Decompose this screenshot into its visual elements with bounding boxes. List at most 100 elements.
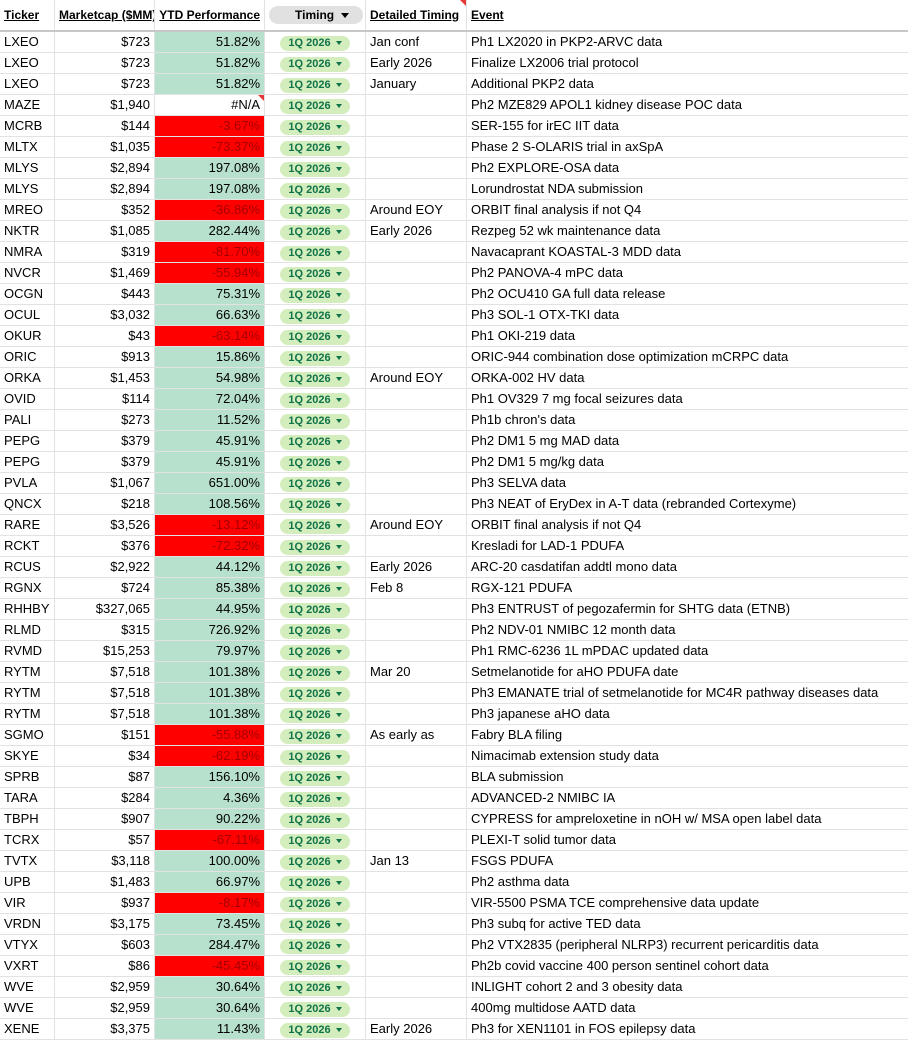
ticker: NMRA bbox=[0, 242, 55, 262]
event: Nimacimab extension study data bbox=[471, 748, 659, 763]
timing-chip[interactable]: 1Q 2026 bbox=[280, 435, 350, 450]
timing-chip[interactable]: 1Q 2026 bbox=[280, 750, 350, 765]
marketcap: $327,065 bbox=[55, 599, 155, 619]
timing-chip[interactable]: 1Q 2026 bbox=[280, 519, 350, 534]
timing-cell: 1Q 2026 bbox=[265, 242, 366, 262]
data-row: XENE $3,375 11.43% 1Q 2026 Early 2026 Ph3 for… bbox=[0, 1019, 908, 1040]
timing-chip[interactable]: 1Q 2026 bbox=[280, 288, 350, 303]
event: Ph3 EMANATE trial of setmelanotide for M… bbox=[471, 685, 879, 700]
timing-chip[interactable]: 1Q 2026 bbox=[280, 855, 350, 870]
timing-chip[interactable]: 1Q 2026 bbox=[280, 393, 350, 408]
event: Lorundrostat NDA submission bbox=[471, 181, 643, 196]
timing-chip[interactable]: 1Q 2026 bbox=[280, 330, 350, 345]
marketcap: $603 bbox=[55, 935, 155, 955]
timing-chip[interactable]: 1Q 2026 bbox=[280, 1002, 350, 1017]
timing-chip[interactable]: 1Q 2026 bbox=[280, 183, 350, 198]
ytd-performance: 45.91% bbox=[155, 431, 265, 451]
timing-chip[interactable]: 1Q 2026 bbox=[280, 456, 350, 471]
timing-chip[interactable]: 1Q 2026 bbox=[280, 267, 350, 282]
detailed-timing: Around EOY bbox=[366, 200, 467, 220]
data-row: WVE $2,959 30.64% 1Q 2026 INLIGHT cohort 2 a… bbox=[0, 977, 908, 998]
marketcap: $7,518 bbox=[55, 683, 155, 703]
timing-chip[interactable]: 1Q 2026 bbox=[280, 561, 350, 576]
ytd-performance: 85.38% bbox=[155, 578, 265, 598]
event: Ph2 EXPLORE-OSA data bbox=[471, 160, 620, 175]
timing-chip[interactable]: 1Q 2026 bbox=[280, 939, 350, 954]
timing-chip[interactable]: 1Q 2026 bbox=[280, 708, 350, 723]
timing-chip[interactable]: 1Q 2026 bbox=[280, 666, 350, 681]
data-row: NVCR $1,469 -55.94% 1Q 2026 Ph2 PANOVA-4 mPC… bbox=[0, 263, 908, 284]
timing-chip[interactable]: 1Q 2026 bbox=[280, 687, 350, 702]
ytd-performance: -55.88% bbox=[155, 725, 265, 745]
timing-chip[interactable]: 1Q 2026 bbox=[280, 792, 350, 807]
marketcap: $284 bbox=[55, 788, 155, 808]
detailed-timing: Feb 8 bbox=[366, 578, 467, 598]
ytd-performance: 51.82% bbox=[155, 32, 265, 52]
marketcap: $2,894 bbox=[55, 179, 155, 199]
timing-chip[interactable]: 1Q 2026 bbox=[280, 624, 350, 639]
timing-chip[interactable]: 1Q 2026 bbox=[280, 645, 350, 660]
timing-chip[interactable]: 1Q 2026 bbox=[280, 36, 350, 51]
ticker: WVE bbox=[0, 977, 55, 997]
timing-chip[interactable]: 1Q 2026 bbox=[280, 582, 350, 597]
timing-chip[interactable]: 1Q 2026 bbox=[280, 897, 350, 912]
ticker: VIR bbox=[0, 893, 55, 913]
timing-chip[interactable]: 1Q 2026 bbox=[280, 771, 350, 786]
column-header[interactable]: Detailed Timing bbox=[366, 0, 467, 30]
timing-chip[interactable]: 1Q 2026 bbox=[280, 729, 350, 744]
ytd-performance: 284.47% bbox=[155, 935, 265, 955]
ticker: OCGN bbox=[0, 284, 55, 304]
data-row: QNCX $218 108.56% 1Q 2026 Ph3 NEAT of EryDex… bbox=[0, 494, 908, 515]
column-filter[interactable]: Timing bbox=[269, 6, 364, 24]
ticker: TARA bbox=[0, 788, 55, 808]
column-header[interactable]: Marketcap ($MM) bbox=[55, 0, 155, 30]
timing-chip[interactable]: 1Q 2026 bbox=[280, 414, 350, 429]
event: Ph1 OKI-219 data bbox=[471, 328, 576, 343]
timing-chip[interactable]: 1Q 2026 bbox=[280, 78, 350, 93]
marketcap: $315 bbox=[55, 620, 155, 640]
timing-cell: 1Q 2026 bbox=[265, 473, 366, 493]
timing-chip[interactable]: 1Q 2026 bbox=[280, 204, 350, 219]
column-header[interactable]: Ticker bbox=[0, 0, 55, 30]
detailed-timing: Early 2026 bbox=[366, 221, 467, 241]
timing-chip[interactable]: 1Q 2026 bbox=[280, 960, 350, 975]
data-row: MCRB $144 -3.67% 1Q 2026 SER-155 for irEC II… bbox=[0, 116, 908, 137]
ytd-performance: -13.12% bbox=[155, 515, 265, 535]
event: Finalize LX2006 trial protocol bbox=[471, 55, 639, 70]
timing-chip[interactable]: 1Q 2026 bbox=[280, 162, 350, 177]
timing-chip[interactable]: 1Q 2026 bbox=[280, 834, 350, 849]
event: PLEXI-T solid tumor data bbox=[471, 832, 616, 847]
empty-cell bbox=[366, 746, 467, 766]
timing-chip[interactable]: 1Q 2026 bbox=[280, 981, 350, 996]
timing-cell: 1Q 2026 bbox=[265, 347, 366, 367]
timing-chip[interactable]: 1Q 2026 bbox=[280, 99, 350, 114]
timing-chip[interactable]: 1Q 2026 bbox=[280, 225, 350, 240]
event: Navacaprant KOASTAL-3 MDD data bbox=[471, 244, 682, 259]
column-header[interactable]: YTD Performance bbox=[155, 0, 265, 30]
timing-chip[interactable]: 1Q 2026 bbox=[280, 351, 350, 366]
marketcap: $1,483 bbox=[55, 872, 155, 892]
timing-chip[interactable]: 1Q 2026 bbox=[280, 120, 350, 135]
timing-chip[interactable]: 1Q 2026 bbox=[280, 813, 350, 828]
timing-chip[interactable]: 1Q 2026 bbox=[280, 141, 350, 156]
timing-chip[interactable]: 1Q 2026 bbox=[280, 372, 350, 387]
timing-chip[interactable]: 1Q 2026 bbox=[280, 477, 350, 492]
detailed-timing: Early 2026 bbox=[366, 1019, 467, 1039]
timing-chip[interactable]: 1Q 2026 bbox=[280, 540, 350, 555]
timing-cell: 1Q 2026 bbox=[265, 494, 366, 514]
event: ORKA-002 HV data bbox=[471, 370, 585, 385]
timing-chip[interactable]: 1Q 2026 bbox=[280, 57, 350, 72]
timing-chip[interactable]: 1Q 2026 bbox=[280, 1023, 350, 1038]
timing-chip[interactable]: 1Q 2026 bbox=[280, 918, 350, 933]
column-header[interactable]: Event bbox=[471, 8, 504, 22]
timing-cell: 1Q 2026 bbox=[265, 914, 366, 934]
column-header: Timing bbox=[265, 0, 366, 30]
timing-chip[interactable]: 1Q 2026 bbox=[280, 603, 350, 618]
timing-chip[interactable]: 1Q 2026 bbox=[280, 246, 350, 261]
timing-chip[interactable]: 1Q 2026 bbox=[280, 498, 350, 513]
header-row: Ticker Marketcap ($MM) YTD Performance Timi… bbox=[0, 0, 908, 32]
timing-chip[interactable]: 1Q 2026 bbox=[280, 876, 350, 891]
data-row: OCUL $3,032 66.63% 1Q 2026 Ph3 SOL-1 OTX-TKI… bbox=[0, 305, 908, 326]
timing-cell: 1Q 2026 bbox=[265, 851, 366, 871]
timing-chip[interactable]: 1Q 2026 bbox=[280, 309, 350, 324]
